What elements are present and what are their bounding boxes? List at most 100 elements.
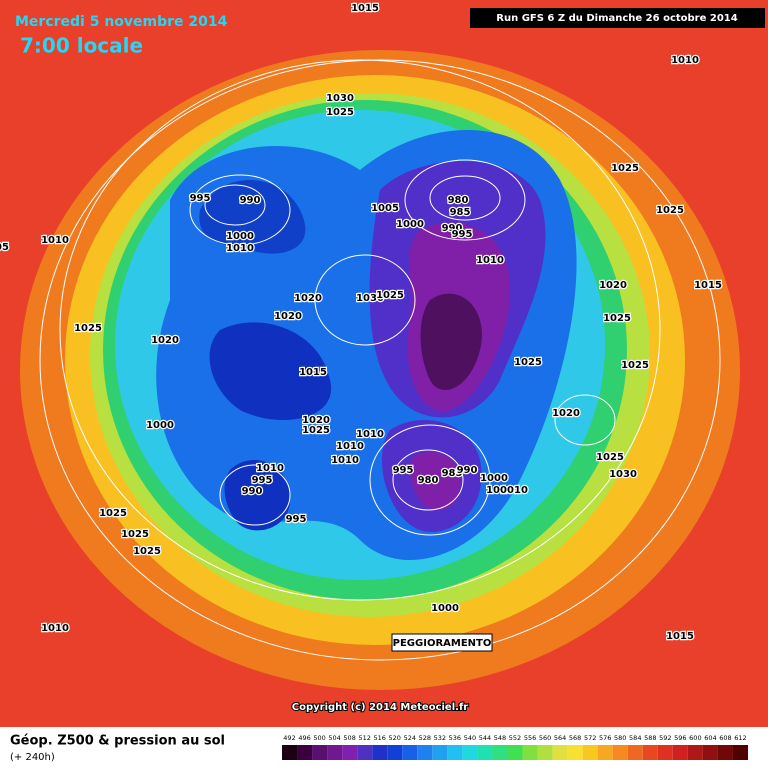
scale-swatch xyxy=(282,745,298,760)
isobar-label: 1015 xyxy=(299,367,327,378)
isobar-label: 1015 xyxy=(351,3,379,14)
field-darkblue xyxy=(209,322,332,420)
isobar-label: 1010 xyxy=(256,463,284,474)
scale-swatch xyxy=(432,745,448,760)
isobar-label: 1010 xyxy=(500,485,528,496)
isobar-label: 1020 xyxy=(302,415,330,426)
isobar-label: 1025 xyxy=(133,546,161,557)
scale-label: 588 xyxy=(644,734,656,742)
isobar-label: 1010 xyxy=(226,243,254,254)
scale-swatch xyxy=(507,745,523,760)
scale-swatch xyxy=(717,745,733,760)
isobar xyxy=(39,59,721,661)
isobar-label: 1025 xyxy=(514,357,542,368)
scale-label: 560 xyxy=(539,734,551,742)
isobar xyxy=(189,174,291,246)
isobar-label: 995 xyxy=(393,465,414,476)
isobar-label: 995 xyxy=(452,229,473,240)
scale-label: 600 xyxy=(689,734,701,742)
scale-label: 532 xyxy=(434,734,446,742)
scale-label: 596 xyxy=(674,734,686,742)
isobar-label: 1000 xyxy=(480,473,508,484)
scale-swatch xyxy=(492,745,508,760)
scale-swatch xyxy=(732,745,748,760)
isobar-label: 1025 xyxy=(621,360,649,371)
isobar xyxy=(314,254,416,346)
scale-label: 540 xyxy=(464,734,476,742)
isobar-label: 1025 xyxy=(603,313,631,324)
isobar xyxy=(369,424,491,536)
isobar-label: 985 xyxy=(442,468,463,479)
scale-label: 604 xyxy=(704,734,716,742)
isobar-label: 1005 xyxy=(371,203,399,214)
scale-swatch xyxy=(597,745,613,760)
scale-label: 544 xyxy=(479,734,491,742)
scale-label: 548 xyxy=(494,734,506,742)
scale-swatch xyxy=(567,745,583,760)
scale-label: 568 xyxy=(569,734,581,742)
scale-swatch xyxy=(297,745,313,760)
scale-swatch xyxy=(417,745,433,760)
scale-label: 496 xyxy=(298,734,310,742)
isobar-label: 1000 xyxy=(146,420,174,431)
scale-swatch xyxy=(672,745,688,760)
scale-swatch xyxy=(522,745,538,760)
field-darkblue xyxy=(199,180,306,254)
isobar-label: 1030 xyxy=(326,93,354,104)
isobar-label: 1010 xyxy=(476,255,504,266)
isobar xyxy=(219,464,291,526)
scale-label: 516 xyxy=(373,734,385,742)
isobar-label: 985 xyxy=(450,207,471,218)
isobar-label: 1020 xyxy=(599,280,627,291)
scale-swatch xyxy=(342,745,358,760)
isobar-label: 1015 xyxy=(666,631,694,642)
run-box xyxy=(470,8,765,28)
isobar-label: 990 xyxy=(457,465,478,476)
scale-label: 504 xyxy=(328,734,340,742)
isobar-label: 1010 xyxy=(41,235,69,246)
isobar-label: 1030 xyxy=(356,293,384,304)
scale-swatch xyxy=(402,745,418,760)
scale-swatch xyxy=(582,745,598,760)
scale-swatch xyxy=(642,745,658,760)
scale-swatch xyxy=(537,745,553,760)
isobar xyxy=(429,175,501,221)
isobar-label: 990 xyxy=(242,486,263,497)
scale-label: 524 xyxy=(404,734,416,742)
isobar-label: 1025 xyxy=(376,290,404,301)
isobar-label: 1025 xyxy=(656,205,684,216)
isobar-label: 1025 xyxy=(611,163,639,174)
isobar-label: 980 xyxy=(448,195,469,206)
annotation: PEGGIORAMENTO xyxy=(393,638,492,649)
isobar-label: 995 xyxy=(252,475,273,486)
scale-swatch xyxy=(687,745,703,760)
isobar-label: 1020 xyxy=(294,293,322,304)
footer-title: Géop. Z500 & pression au sol xyxy=(10,734,225,749)
copyright: Copyright (c) 2014 Meteociel.fr xyxy=(292,702,469,713)
field-purple xyxy=(409,451,461,511)
isobar-label: 1000 xyxy=(431,603,459,614)
annotation-box xyxy=(391,633,493,652)
scale-label: 592 xyxy=(659,734,671,742)
isobar-label: 1005 xyxy=(0,242,9,253)
isobars xyxy=(39,59,721,661)
isobar-label: 1000 xyxy=(226,231,254,242)
isobar-label: 980 xyxy=(418,475,439,486)
isobar xyxy=(554,394,616,446)
scale-swatch xyxy=(657,745,673,760)
isobar-label: 1020 xyxy=(552,408,580,419)
scale-label: 564 xyxy=(554,734,566,742)
scale-swatch xyxy=(387,745,403,760)
isobar-label: 1010 xyxy=(356,429,384,440)
isobar-label: 1015 xyxy=(694,280,722,291)
scale-label: 608 xyxy=(719,734,731,742)
color-scale: 492 496 500 504 508 512 516 520 524 528 532 536 540 5… xyxy=(282,734,748,760)
isobar-label: 1020 xyxy=(274,311,302,322)
isobar-label: 1010 xyxy=(41,623,69,634)
scale-label: 572 xyxy=(584,734,596,742)
scale-label: 552 xyxy=(509,734,521,742)
date: Mercredi 5 novembre 2014 xyxy=(15,14,228,30)
isobar-label: 1000 xyxy=(486,485,514,496)
